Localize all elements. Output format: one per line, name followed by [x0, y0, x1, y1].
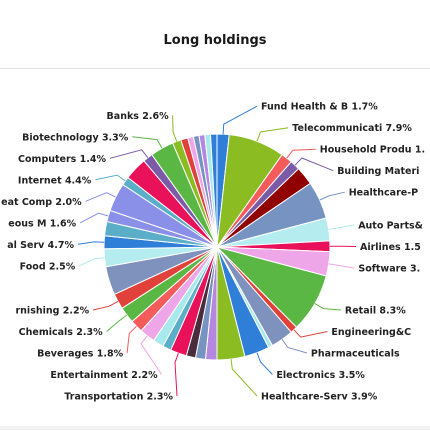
pie-connector-line — [256, 352, 273, 375]
pie-connector-line — [222, 105, 258, 135]
pie-slices — [103, 133, 331, 361]
pie-connector-line — [319, 191, 345, 201]
pie-connector-line — [109, 149, 149, 159]
pie-connector-line — [314, 303, 341, 311]
pie-connector-line — [126, 325, 137, 354]
pie-slice-label: Building Materi — [337, 166, 419, 177]
pie-connector-line — [172, 115, 178, 142]
pie-slice-label: al Serv 4.7% — [7, 240, 74, 251]
pie-slice[interactable] — [209, 133, 218, 248]
pie-connector-line — [230, 359, 258, 397]
pie-slice-label: Food 2.5% — [20, 261, 76, 272]
pie-slice-label: Beverages 1.8% — [37, 349, 123, 360]
pie-slice-label: Retail 8.3% — [345, 306, 406, 317]
pie-slice-label: Software 3. — [358, 264, 420, 275]
pie-connector-line — [293, 329, 328, 338]
pie-connector-line — [79, 212, 109, 224]
pie-connector-line — [95, 174, 126, 182]
pie-connector-lines — [77, 105, 357, 397]
pie-slice-label: Computers 1.4% — [18, 154, 106, 165]
pie-slice-label: Biotechnology 3.3% — [22, 132, 129, 143]
pie-connector-line — [132, 136, 163, 149]
pie-connector-line — [140, 335, 163, 375]
pie-slice-label: Healthcare-Serv 3.9% — [261, 392, 378, 403]
pie-slice-label: Household Produ 1. — [320, 145, 425, 156]
pie-labels: Fund Health & B 1.7% Telecommunicati 7.9%… — [1, 102, 425, 403]
pie-slice-label: Engineering&C — [331, 327, 411, 338]
pie-slice-label: Telecommunicati 7.9% — [292, 123, 412, 134]
pie-connector-line — [256, 127, 289, 142]
pie-slice-label: Fund Health & B 1.7% — [261, 102, 378, 113]
pie-connector-line — [286, 148, 316, 159]
pie-slice-label: rnishing 2.2% — [15, 306, 89, 317]
chart-title: Long holdings — [163, 33, 267, 48]
bottom-band — [0, 426, 430, 430]
pie-slice-label: Chemicals 2.3% — [19, 327, 103, 338]
pie-slice-label: Internet 4.4% — [18, 175, 92, 186]
pie-connector-line — [79, 257, 105, 267]
pie-slice-label: eat Comp 2.0% — [1, 197, 82, 208]
pie-chart-area: Fund Health & B 1.7% Telecommunicati 7.9%… — [0, 68, 430, 427]
pie-connector-line — [77, 241, 105, 245]
pie-slice-label: eous M 1.6% — [8, 218, 76, 229]
pie-slice-label: Electronics 3.5% — [276, 370, 365, 381]
pie-connector-line — [294, 157, 334, 172]
pie-slice-label: Auto Parts& — [358, 221, 423, 232]
pie-chart: Fund Health & B 1.7% Telecommunicati 7.9%… — [1, 102, 425, 403]
pie-slice-label: Banks 2.6% — [107, 111, 170, 122]
pie-slice-label: Transportation 2.3% — [64, 392, 173, 403]
pie-slice-label: Airlines 1.5 — [360, 242, 421, 253]
pie-slice-label: Healthcare-P — [349, 188, 418, 199]
pie-connector-line — [92, 300, 119, 311]
pie-connector-line — [328, 224, 355, 230]
pie-slice-label: Entertainment 2.2% — [50, 370, 158, 381]
pie-connector-line — [328, 263, 355, 269]
pie-connector-line — [106, 314, 128, 332]
pie-connector-line — [85, 192, 116, 202]
pie-slice-label: Pharmaceuticals — [311, 349, 400, 360]
pie-connector-line — [174, 353, 179, 397]
pie-connector-line — [281, 339, 308, 354]
